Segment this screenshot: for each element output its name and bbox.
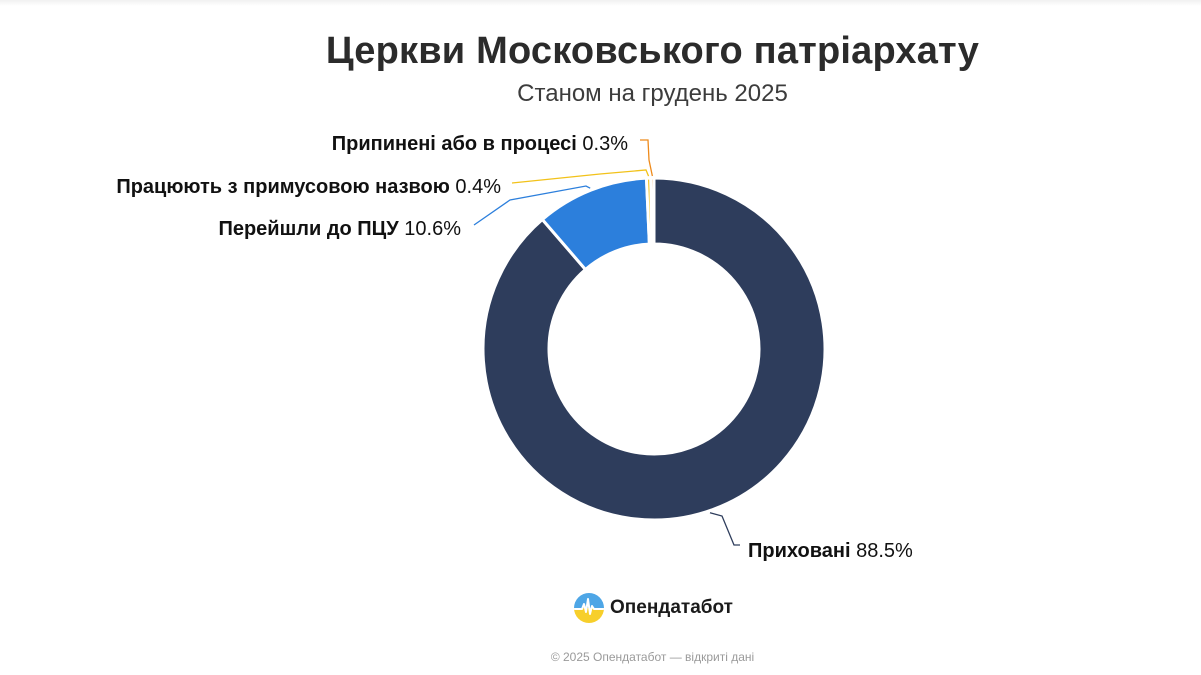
opendatabot-logo-icon xyxy=(574,593,604,623)
brand-name: Опендатабот xyxy=(610,597,733,618)
data-label-value: 88.5% xyxy=(856,540,913,562)
data-label-name: Працюють з примусовою назвою xyxy=(116,176,455,198)
leader-line-2 xyxy=(473,185,591,226)
chart-subtitle: Станом на грудень 2025 xyxy=(517,80,788,107)
data-label-3: Працюють з примусовою назвою 0.4% xyxy=(116,176,501,198)
data-label-1: Приховані 88.5% xyxy=(748,540,913,562)
data-label-value: 0.3% xyxy=(582,133,628,155)
leader-line-3 xyxy=(511,169,650,184)
data-label-value: 0.4% xyxy=(455,176,501,198)
leader-line-1 xyxy=(709,512,740,546)
data-label-name: Приховані xyxy=(748,540,856,562)
data-label-name: Припинені або в процесі xyxy=(332,133,583,155)
leader-line-4 xyxy=(640,139,654,177)
data-label-name: Перейшли до ПЦУ xyxy=(218,218,404,240)
chart-title: Церкви Московського патріархату xyxy=(325,30,980,72)
data-label-4: Припинені або в процесі 0.3% xyxy=(332,133,628,155)
data-label-value: 10.6% xyxy=(404,218,461,240)
top-shadow-bar xyxy=(0,0,1201,6)
donut-slice-1 xyxy=(481,176,827,522)
donut-slice-4 xyxy=(649,176,656,246)
footer-copyright: © 2025 Опендатабот — відкриті дані xyxy=(550,650,755,664)
brand: Опендатабот xyxy=(574,592,733,624)
data-label-2: Перейшли до ПЦУ 10.6% xyxy=(218,218,461,240)
